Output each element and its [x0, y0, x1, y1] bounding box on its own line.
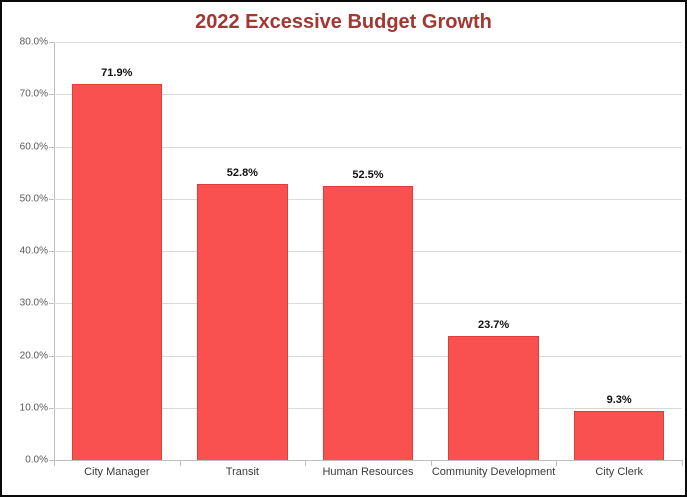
x-axis-tick: [179, 461, 181, 466]
y-axis-tick: [49, 303, 54, 305]
bar-value-label: 9.3%: [606, 394, 632, 407]
bar-human-resources: 52.5%: [322, 169, 414, 460]
bar-slot: 71.9%: [54, 42, 180, 460]
y-axis-tick: [49, 355, 54, 357]
x-axis-category-label: Community Development: [431, 466, 556, 478]
bar-slot: 52.5%: [305, 42, 431, 460]
y-axis-tick: [49, 251, 54, 252]
bar-transit: 52.8%: [197, 167, 288, 460]
bar-slot: 9.3%: [556, 42, 682, 460]
bar-slot: 52.8%: [180, 42, 306, 460]
y-axis-tick: [49, 42, 54, 43]
y-axis-tick: [49, 146, 54, 148]
y-axis-tick: [49, 407, 54, 409]
y-axis-tick-label: 50.0%: [19, 193, 48, 205]
y-axis-tick-label: 80.0%: [19, 36, 48, 48]
y-axis-tick-label: 40.0%: [19, 245, 48, 257]
y-axis-tick-label: 60.0%: [19, 141, 48, 152]
plot-area: 71.9% 52.8% 52.5% 23.7% 9.3%: [54, 42, 682, 460]
y-axis-tick: [49, 198, 54, 200]
bar-city-manager: 71.9%: [71, 67, 162, 460]
y-axis-tick-label: 20.0%: [19, 350, 48, 361]
x-axis-line: [54, 460, 683, 461]
bar-slot: 23.7%: [431, 42, 557, 460]
x-axis-category-label: City Manager: [84, 466, 150, 478]
x-axis-category-label: City Clerk: [595, 466, 644, 478]
x-axis-tick: [305, 461, 307, 466]
y-axis-tick: [49, 460, 54, 461]
y-axis-tick: [49, 94, 54, 96]
bar-value-label: 23.7%: [477, 319, 510, 332]
y-axis-tick-label: 10.0%: [19, 402, 48, 414]
bar-value-label: 52.5%: [352, 168, 384, 181]
x-axis-category-label: Transit: [225, 466, 259, 478]
gridline: [54, 42, 682, 43]
x-axis-tick: [556, 461, 558, 466]
x-axis-tick: [430, 461, 432, 466]
bar-value-label: 52.8%: [226, 167, 258, 180]
bar-community-development: 23.7%: [448, 319, 539, 460]
gridline: [54, 94, 682, 96]
chart-title: 2022 Excessive Budget Growth: [195, 11, 492, 33]
gridline: [54, 146, 682, 148]
y-axis-tick-label: 70.0%: [19, 88, 48, 100]
bar-city-clerk: 9.3%: [573, 394, 665, 460]
y-axis-tick-label: 30.0%: [19, 297, 48, 309]
x-axis-tick: [682, 461, 683, 466]
bar-value-label: 71.9%: [101, 67, 133, 80]
x-axis-category-label: Human Resources: [322, 466, 414, 478]
x-axis-tick: [54, 461, 55, 466]
y-axis-tick-label: 0.0%: [25, 454, 48, 466]
